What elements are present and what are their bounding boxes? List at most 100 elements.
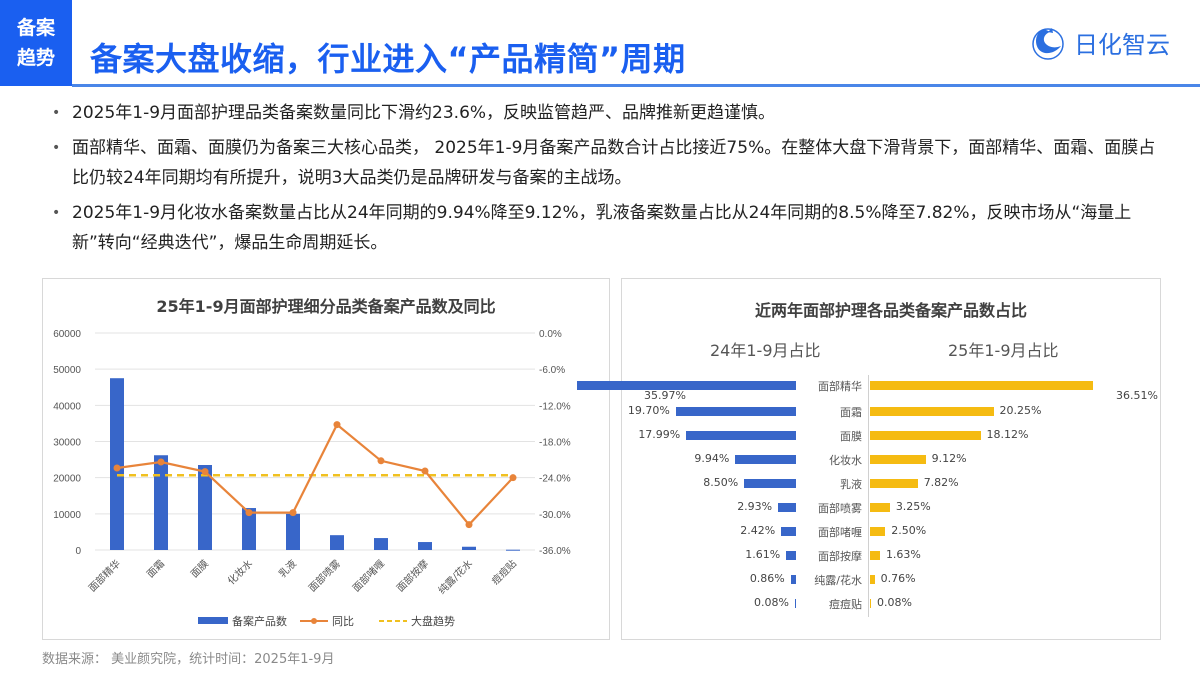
subtitle-2024: 24年1-9月占比 bbox=[710, 341, 821, 360]
header-divider bbox=[72, 84, 1200, 87]
value-label-2024: 19.70% bbox=[627, 404, 670, 417]
bar-2025 bbox=[870, 455, 926, 464]
bar-2024 bbox=[675, 407, 796, 416]
x-axis-label: 化妆水 bbox=[225, 557, 255, 587]
x-axis-label: 面部精华 bbox=[86, 557, 123, 594]
bullet-item: • 2025年1-9月面部护理品类备案数量同比下滑约23.6%，反映监管趋严、品… bbox=[48, 98, 1168, 128]
category-label: 面膜 bbox=[840, 430, 862, 443]
bar bbox=[418, 542, 432, 550]
value-label-2024: 35.97% bbox=[644, 389, 686, 402]
value-label-2025: 9.12% bbox=[931, 452, 967, 465]
combo-chart-panel: 25年1-9月面部护理细分品类备案产品数及同比 0 10000 20000 30000… bbox=[42, 278, 610, 640]
bar-2025 bbox=[870, 479, 918, 488]
category-label: 面部喷雾 bbox=[818, 502, 862, 515]
value-label-2024: 0.86% bbox=[749, 572, 785, 585]
butterfly-row: 面部啫喱 2.42% 2.50% bbox=[622, 521, 1162, 543]
bar-2025 bbox=[870, 575, 875, 584]
x-axis-label: 面部按摩 bbox=[394, 557, 431, 594]
value-label-2024: 9.94% bbox=[694, 452, 730, 465]
value-label-2025: 0.08% bbox=[877, 596, 912, 609]
yoy-point bbox=[421, 467, 429, 475]
butterfly-row: 面膜 17.99% 18.12% bbox=[622, 425, 1162, 447]
yoy-point bbox=[245, 509, 253, 517]
bar-2025 bbox=[870, 599, 871, 608]
value-label-2025: 0.76% bbox=[880, 572, 916, 585]
left-axis-tick: 30000 bbox=[53, 438, 81, 449]
right-axis-tick: -30.0% bbox=[539, 510, 571, 521]
bar bbox=[242, 508, 256, 550]
x-axis-label: 乳液 bbox=[276, 557, 299, 580]
value-label-2025: 3.25% bbox=[895, 500, 931, 513]
bar bbox=[330, 535, 344, 550]
legend-label: 大盘趋势 bbox=[411, 614, 455, 628]
bar-2025 bbox=[870, 551, 880, 560]
section-tag-line1: 备案 bbox=[16, 17, 55, 39]
butterfly-row: 化妆水 9.94% 9.12% bbox=[622, 449, 1162, 471]
yoy-point bbox=[113, 464, 121, 472]
bar bbox=[110, 378, 124, 550]
left-axis-tick: 60000 bbox=[53, 329, 81, 340]
bar bbox=[198, 465, 212, 550]
bar-2024 bbox=[781, 527, 796, 536]
yoy-point bbox=[509, 474, 517, 482]
category-label: 面部按摩 bbox=[818, 550, 862, 563]
x-axis-label: 纯露/花水 bbox=[435, 557, 475, 597]
bar-2024 bbox=[735, 455, 796, 464]
value-label-2024: 1.61% bbox=[745, 548, 781, 561]
right-axis-tick: -24.0% bbox=[539, 474, 571, 485]
section-tag-line2: 趋势 bbox=[16, 47, 55, 69]
bar bbox=[286, 513, 300, 550]
butterfly-chart-panel: 近两年面部护理各品类备案产品数占比 24年1-9月占比 25年1-9月占比 面部… bbox=[576, 278, 1162, 640]
left-axis-tick: 40000 bbox=[53, 401, 81, 412]
center-axis bbox=[868, 375, 869, 617]
section-tag: 备案 趋势 bbox=[0, 0, 72, 86]
bullet-item: • 面部精华、面霜、面膜仍为备案三大核心品类， 2025年1-9月备案产品数合计… bbox=[48, 133, 1168, 193]
left-axis-tick: 0 bbox=[75, 546, 81, 557]
legend-line-marker bbox=[311, 618, 317, 624]
bullet-dot-icon: • bbox=[52, 140, 61, 156]
value-label-2025: 20.25% bbox=[999, 404, 1042, 417]
summary-bullets: • 2025年1-9月面部护理品类备案数量同比下滑约23.6%，反映监管趋严、品… bbox=[48, 98, 1168, 263]
right-axis-tick: -6.0% bbox=[539, 365, 565, 376]
bar-2025 bbox=[870, 407, 994, 416]
category-label: 痘痘贴 bbox=[829, 598, 862, 611]
yoy-line bbox=[116, 422, 514, 527]
category-label: 面霜 bbox=[840, 406, 862, 419]
bar bbox=[462, 546, 476, 550]
left-axis-tick: 50000 bbox=[53, 365, 81, 376]
chart-title: 近两年面部护理各品类备案产品数占比 bbox=[754, 301, 1027, 320]
bar bbox=[154, 455, 168, 550]
x-axis-label: 面膜 bbox=[188, 558, 211, 581]
bullet-dot-icon: • bbox=[52, 105, 61, 121]
legend-label: 备案产品数 bbox=[232, 614, 287, 628]
left-axis-tick: 20000 bbox=[53, 474, 81, 485]
bullet-dot-icon: • bbox=[52, 205, 61, 221]
value-label-2024: 2.93% bbox=[737, 500, 773, 513]
yoy-point bbox=[157, 458, 165, 466]
subtitle-2025: 25年1-9月占比 bbox=[948, 341, 1059, 360]
category-label: 乳液 bbox=[840, 478, 862, 491]
yoy-point bbox=[465, 521, 473, 529]
butterfly-row: 面部精华 35.97% 36.51% bbox=[576, 375, 1162, 402]
x-axis-label: 痘痘贴 bbox=[489, 557, 519, 587]
bullet-item: • 2025年1-9月化妆水备案数量占比从24年同期的9.94%降至9.12%，… bbox=[48, 198, 1168, 258]
data-source-note: 数据来源： 美业颜究院，统计时间：2025年1-9月 bbox=[42, 652, 335, 667]
value-label-2024: 2.42% bbox=[740, 524, 776, 537]
legend-label: 同比 bbox=[332, 615, 354, 628]
bar-2024 bbox=[795, 599, 796, 608]
yoy-point bbox=[333, 421, 341, 429]
value-label-2024: 17.99% bbox=[638, 428, 681, 441]
bar-2024 bbox=[790, 575, 796, 584]
logo-text: 日化智云 bbox=[1074, 30, 1170, 59]
bar-2025 bbox=[870, 381, 1093, 390]
x-axis-label: 面部啫喱 bbox=[350, 557, 387, 594]
value-label-2025: 36.51% bbox=[1116, 389, 1158, 402]
value-label-2025: 7.82% bbox=[923, 476, 959, 489]
category-label: 面部啫喱 bbox=[818, 526, 862, 539]
bar-2024 bbox=[778, 503, 796, 512]
left-axis-tick: 10000 bbox=[53, 510, 81, 521]
bar-2025 bbox=[870, 503, 890, 512]
bar-2025 bbox=[870, 527, 886, 536]
bar-2024 bbox=[576, 381, 796, 390]
category-label: 面部精华 bbox=[818, 380, 862, 393]
